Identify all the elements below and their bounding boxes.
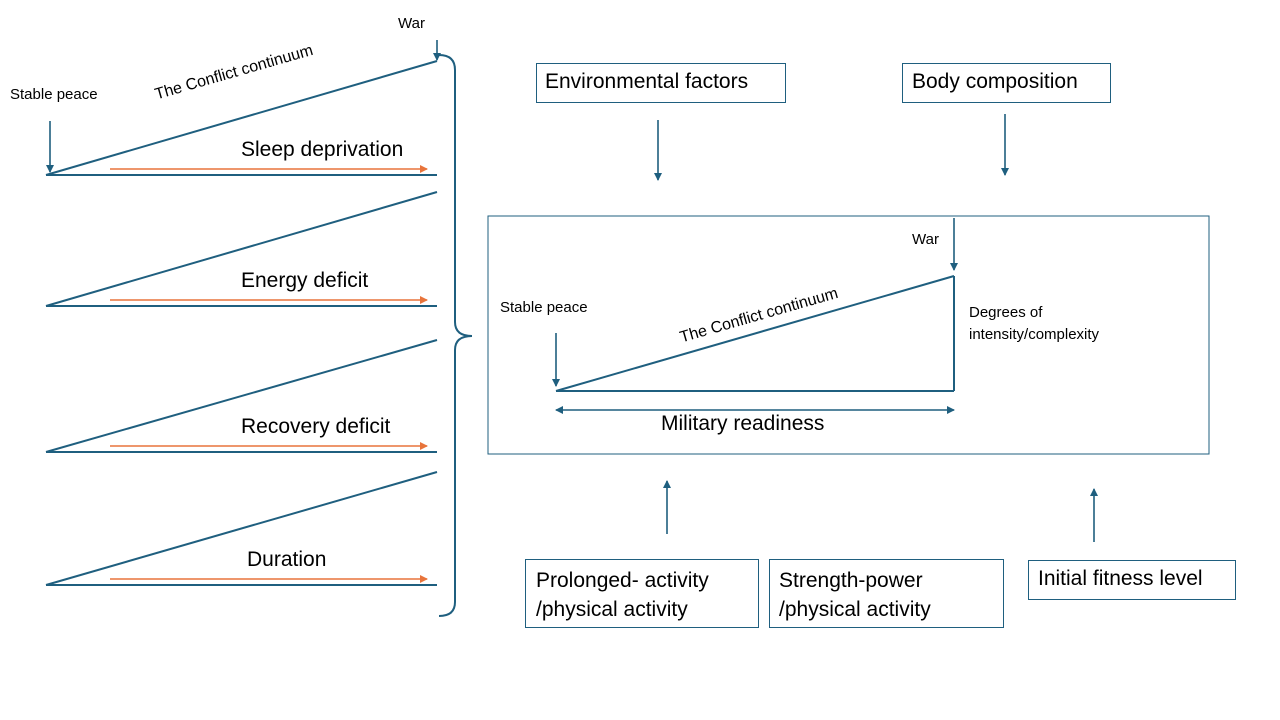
wedge-sleep-deprivation — [45, 60, 438, 176]
degrees-label-line2: intensity/complexity — [969, 326, 1100, 343]
center-war-label: War — [912, 231, 939, 248]
factor-label-duration: Duration — [247, 548, 327, 571]
environmental-factors-box: Environmental factors — [536, 63, 786, 103]
strength-power-line2: /physical activity — [779, 598, 931, 621]
wedge-recovery-deficit — [45, 339, 438, 453]
initial-fitness-box: Initial fitness level — [1028, 560, 1236, 600]
strength-power-line1: Strength-power — [779, 569, 923, 592]
wedge-duration — [45, 471, 438, 586]
wedge-energy-deficit — [45, 191, 438, 307]
body-composition-box: Body composition — [902, 63, 1111, 103]
military-readiness-label: Military readiness — [661, 412, 825, 435]
degrees-label-line1: Degrees of — [969, 304, 1043, 321]
environmental-factors-text: Environmental factors — [545, 70, 749, 93]
body-composition-text: Body composition — [912, 70, 1078, 93]
prolonged-activity-line1: Prolonged- activity — [536, 569, 709, 592]
factor-label-recovery-deficit: Recovery deficit — [241, 415, 391, 438]
center-stable-peace-label: Stable peace — [500, 299, 588, 316]
factor-label-energy-deficit: Energy deficit — [241, 269, 369, 292]
center-box — [487, 215, 1210, 455]
left-stable-peace-label: Stable peace — [10, 86, 98, 103]
factor-label-sleep-deprivation: Sleep deprivation — [241, 138, 404, 161]
left-war-label: War — [398, 15, 425, 32]
initial-fitness-text: Initial fitness level — [1038, 567, 1203, 590]
prolonged-activity-box: Prolonged- activity /physical activity — [525, 559, 759, 628]
center-triangle — [555, 275, 955, 392]
prolonged-activity-line2: /physical activity — [536, 598, 688, 621]
strength-power-box: Strength-power /physical activity — [769, 559, 1004, 628]
brace — [438, 54, 473, 617]
